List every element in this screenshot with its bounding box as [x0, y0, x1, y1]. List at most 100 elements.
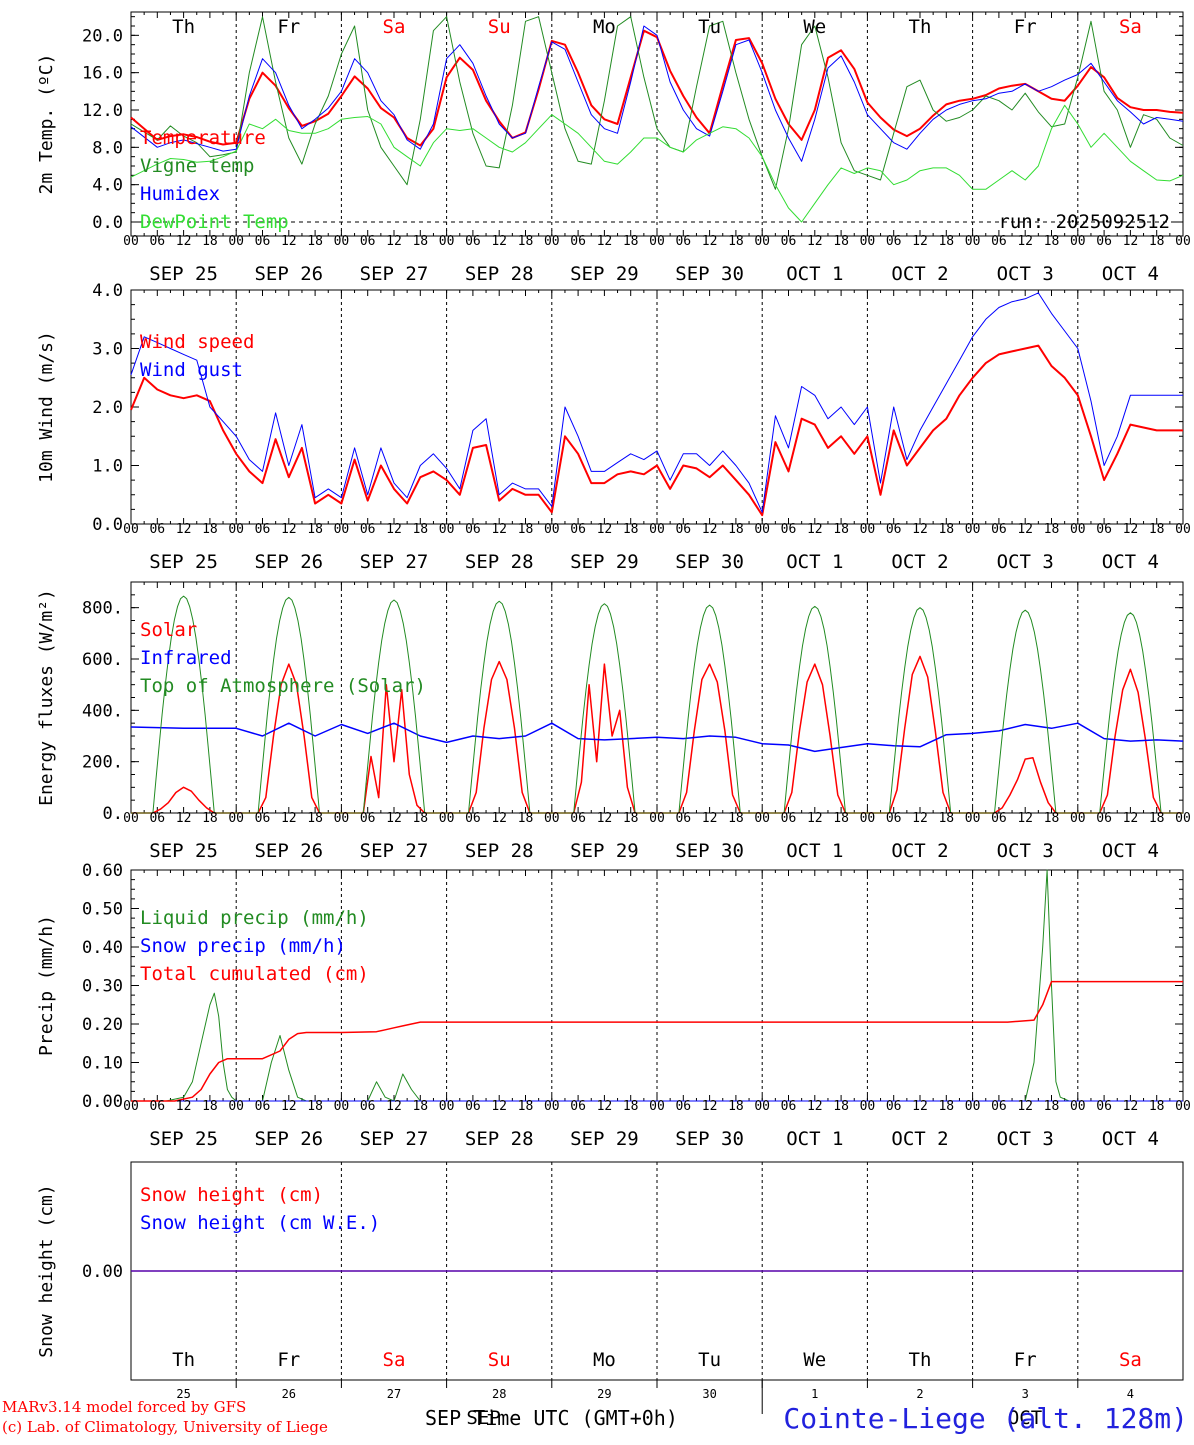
hour-label: 06: [570, 234, 586, 249]
weekday-label: Sa: [383, 16, 406, 38]
date-label: OCT 2: [891, 263, 948, 285]
hour-label: 00: [965, 234, 981, 249]
panel-precip: 0.00 0.10 0.20 0.30 0.40 0.50 0.60 Precip (mm/h…: [36, 861, 1191, 1150]
hour-label: 12: [597, 811, 613, 826]
hour-label: 00: [544, 811, 560, 826]
hour-label: 12: [281, 1099, 297, 1114]
panel-energy: 0. 200. 400. 600. 800. Energy fluxes (W/m²) So…: [36, 581, 1191, 862]
day-number-label: 28: [492, 1387, 506, 1401]
day-number-label: 4: [1127, 1387, 1134, 1401]
date-label: SEP 30: [675, 840, 744, 862]
hour-label: 06: [570, 811, 586, 826]
day-number-label: 3: [1022, 1387, 1029, 1401]
hour-label: 12: [597, 1099, 613, 1114]
hour-label: 18: [412, 811, 428, 826]
hour-label: 00: [334, 522, 350, 537]
hour-label: 12: [386, 234, 402, 249]
legend-item: Humidex: [140, 183, 220, 205]
station-label: Cointe-Liege (alt. 128m): [783, 1402, 1188, 1435]
hour-label: 18: [623, 234, 639, 249]
series-dewpoint-temp: [130, 104, 1184, 223]
hour-label: 18: [728, 811, 744, 826]
legend-item: Snow height (cm W.E.): [140, 1212, 380, 1234]
hour-label: 18: [938, 1099, 954, 1114]
hour-label: 06: [465, 234, 481, 249]
hour-label: 18: [307, 1099, 323, 1114]
y-axis-label: 10m Wind (m/s): [36, 331, 57, 483]
series-wind-gust: [130, 292, 1183, 513]
hour-label: 06: [781, 234, 797, 249]
y-tick-label: 200.: [82, 753, 123, 773]
y-tick-label: 400.: [82, 701, 123, 721]
legend-item: Infrared: [140, 647, 232, 669]
hour-label: 00: [860, 811, 876, 826]
hour-label: 00: [1070, 234, 1086, 249]
hour-label: 12: [912, 522, 928, 537]
hour-label: 00: [649, 234, 665, 249]
day-number-label: 27: [387, 1387, 401, 1401]
hour-label: 06: [255, 811, 271, 826]
hour-label: 06: [149, 1099, 165, 1114]
hour-label: 18: [202, 1099, 218, 1114]
date-label: OCT 3: [997, 840, 1054, 862]
date-label: OCT 1: [786, 551, 843, 573]
hour-label: 06: [149, 522, 165, 537]
hour-label: 00: [439, 1099, 455, 1114]
y-tick-label: 800.: [82, 599, 123, 619]
day-number-label: 1: [811, 1387, 818, 1401]
y-tick-label: 0.: [103, 804, 123, 824]
hour-label: 00: [754, 522, 770, 537]
hour-label: 06: [149, 811, 165, 826]
hour-label: 12: [176, 811, 192, 826]
date-label: OCT 2: [891, 1128, 948, 1150]
hour-label: 12: [281, 522, 297, 537]
hour-label: 06: [675, 811, 691, 826]
y-tick-label: 20.0: [82, 26, 123, 46]
hour-label: 00: [1175, 1099, 1191, 1114]
hour-label: 18: [518, 522, 534, 537]
date-label: OCT 4: [1102, 263, 1159, 285]
date-label: OCT 3: [997, 551, 1054, 573]
hour-label: 00: [965, 811, 981, 826]
legend-item: Wind speed: [140, 331, 254, 353]
hour-label: 00: [123, 811, 139, 826]
legend-item: Snow height (cm): [140, 1184, 323, 1206]
hour-label: 00: [1070, 1099, 1086, 1114]
hour-label: 12: [1017, 1099, 1033, 1114]
weekday-label: Th: [909, 1349, 932, 1371]
hour-label: 12: [176, 1099, 192, 1114]
hour-label: 06: [465, 1099, 481, 1114]
date-label: SEP 29: [570, 1128, 639, 1150]
hour-label: 00: [334, 811, 350, 826]
hour-label: 18: [202, 522, 218, 537]
series-vigne-temp: [130, 16, 1184, 190]
hour-label: 06: [255, 1099, 271, 1114]
date-label: SEP 29: [570, 840, 639, 862]
hour-label: 06: [255, 522, 271, 537]
hour-label: 06: [991, 1099, 1007, 1114]
hour-label: 06: [1096, 811, 1112, 826]
hour-label: 00: [439, 522, 455, 537]
hour-label: 18: [1149, 811, 1165, 826]
hour-label: 18: [202, 811, 218, 826]
hour-label: 12: [1017, 811, 1033, 826]
series-top-of-atmosphere-solar-: [131, 595, 1183, 814]
hour-label: 00: [228, 1099, 244, 1114]
series-humidex: [130, 25, 1184, 162]
hour-label: 18: [518, 1099, 534, 1114]
weekday-label: Su: [488, 1349, 511, 1371]
y-tick-label: 0.20: [82, 1015, 123, 1035]
hour-label: 06: [360, 234, 376, 249]
date-label: SEP 25: [149, 263, 218, 285]
hour-label: 12: [1123, 1099, 1139, 1114]
hour-label: 12: [702, 811, 718, 826]
weekday-label: Fr: [277, 16, 300, 38]
hour-label: 18: [1044, 1099, 1060, 1114]
legend-item: Wind gust: [140, 359, 243, 381]
hour-label: 06: [675, 522, 691, 537]
hour-label: 12: [1123, 234, 1139, 249]
hour-label: 00: [649, 811, 665, 826]
hour-label: 06: [465, 811, 481, 826]
hour-label: 12: [1017, 234, 1033, 249]
